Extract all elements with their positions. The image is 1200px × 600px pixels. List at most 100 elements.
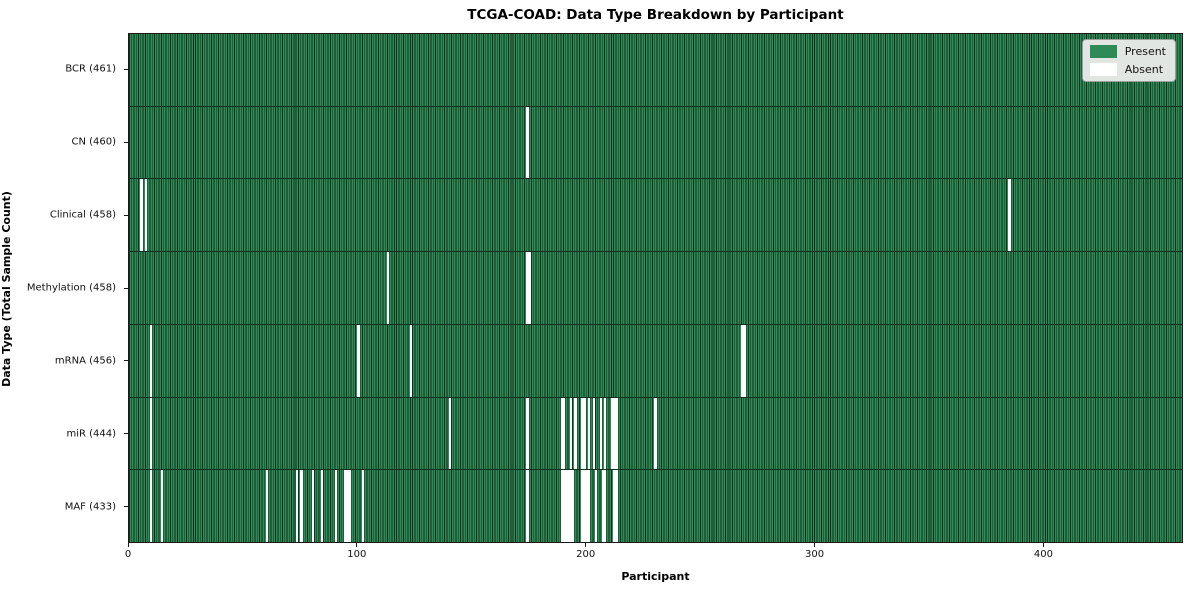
absent-stripe — [361, 470, 365, 543]
absent-stripe — [266, 470, 269, 543]
absent-stripe — [345, 470, 349, 543]
absent-stripe — [581, 470, 584, 543]
row-band-mRNA — [129, 324, 1182, 398]
absent-stripe — [320, 470, 324, 543]
absent-stripe — [583, 397, 586, 470]
absent-stripe — [448, 397, 452, 470]
absent-stripe — [526, 252, 529, 324]
absent-stripe — [387, 252, 390, 324]
absent-stripe — [581, 397, 584, 470]
y-axis-ticks: BCR (461) CN (460) Clinical (458) Methylati… — [0, 33, 128, 543]
absent-stripe — [562, 397, 566, 470]
absent-stripe — [613, 470, 616, 543]
absent-stripe — [592, 397, 595, 470]
absent-stripe — [528, 252, 531, 324]
absent-stripe — [585, 470, 589, 543]
absent-stripe — [569, 397, 573, 470]
x-tick-mark — [356, 543, 358, 547]
absent-stripe — [604, 470, 607, 543]
y-tick-mark — [124, 141, 128, 143]
absent-stripe — [144, 179, 148, 252]
absent-stripe — [334, 470, 337, 543]
y-tick-label: CN (460) — [71, 136, 116, 148]
y-tick-mark — [124, 433, 128, 435]
absent-stripe — [574, 397, 577, 470]
absent-swatch — [1089, 63, 1117, 76]
absent-stripe — [604, 397, 607, 470]
absent-stripe — [311, 470, 314, 543]
row-band-Methylation — [129, 252, 1182, 325]
absent-stripe — [560, 397, 563, 470]
row-band-miR — [129, 397, 1182, 471]
y-tick-label: miR (444) — [66, 428, 116, 440]
absent-stripe — [160, 470, 164, 543]
absent-stripe — [409, 324, 413, 397]
absent-stripe — [560, 470, 563, 543]
y-tick-label: BCR (461) — [65, 63, 116, 75]
y-tick-mark — [124, 287, 128, 289]
absent-stripe — [567, 470, 570, 543]
y-tick-label: Clinical (458) — [49, 209, 116, 221]
x-tick-label: 300 — [805, 549, 825, 560]
absent-stripe — [743, 324, 746, 397]
absent-stripe — [615, 470, 618, 543]
y-tick-mark — [124, 68, 128, 70]
absent-stripe — [588, 470, 591, 543]
absent-stripe — [149, 397, 152, 470]
absent-stripe — [562, 470, 566, 543]
x-axis-label: Participant — [621, 570, 690, 583]
absent-stripe — [348, 470, 351, 543]
absent-stripe — [588, 397, 591, 470]
absent-stripe — [741, 324, 744, 397]
x-tick-label: 0 — [124, 549, 132, 560]
absent-stripe — [599, 397, 602, 470]
x-tick-label: 400 — [1033, 549, 1053, 560]
y-tick-mark — [124, 506, 128, 508]
legend-label-absent: Absent — [1124, 63, 1164, 76]
absent-stripe — [572, 470, 575, 543]
x-tick-label: 100 — [347, 549, 367, 560]
absent-stripe — [594, 470, 598, 543]
legend: Present Absent — [1081, 39, 1176, 82]
chart-title: TCGA-COAD: Data Type Breakdown by Partic… — [467, 7, 844, 23]
absent-stripe — [654, 397, 657, 470]
absent-stripe — [610, 397, 614, 470]
absent-stripe — [357, 324, 360, 397]
y-tick-label: MAF (433) — [64, 501, 116, 513]
x-tick-mark — [1042, 543, 1044, 547]
legend-label-present: Present — [1124, 45, 1166, 58]
absent-stripe — [149, 470, 152, 543]
y-tick-label: mRNA (456) — [54, 355, 116, 367]
absent-stripe — [1008, 179, 1011, 252]
x-tick-mark — [585, 543, 587, 547]
absent-stripe — [583, 470, 586, 543]
absent-stripe — [300, 470, 303, 543]
absent-stripe — [295, 470, 299, 543]
absent-stripe — [565, 470, 568, 543]
y-tick-mark — [124, 360, 128, 362]
row-band-CN — [129, 106, 1182, 180]
absent-stripe — [601, 470, 605, 543]
absent-stripe — [149, 324, 152, 397]
x-tick-label: 200 — [576, 549, 596, 560]
absent-stripe — [613, 397, 616, 470]
absent-stripe — [526, 397, 529, 470]
absent-stripe — [343, 470, 346, 543]
x-tick-mark — [127, 543, 129, 547]
absent-stripe — [526, 470, 529, 543]
row-band-MAF — [129, 470, 1182, 543]
absent-stripe — [140, 179, 143, 252]
heatmap-rows — [129, 34, 1182, 543]
plot-area: Present Absent — [128, 33, 1183, 543]
y-tick-mark — [124, 214, 128, 216]
present-swatch — [1089, 45, 1117, 58]
legend-entry-present: Present — [1089, 45, 1166, 58]
x-tick-mark — [814, 543, 816, 547]
absent-stripe — [569, 470, 573, 543]
x-axis-ticks: 0 100 200 300 400 — [124, 543, 1183, 569]
y-tick-label: Methylation (458) — [26, 282, 116, 294]
absent-stripe — [526, 106, 529, 179]
legend-entry-absent: Absent — [1089, 63, 1166, 76]
row-band-Clinical — [129, 179, 1182, 253]
